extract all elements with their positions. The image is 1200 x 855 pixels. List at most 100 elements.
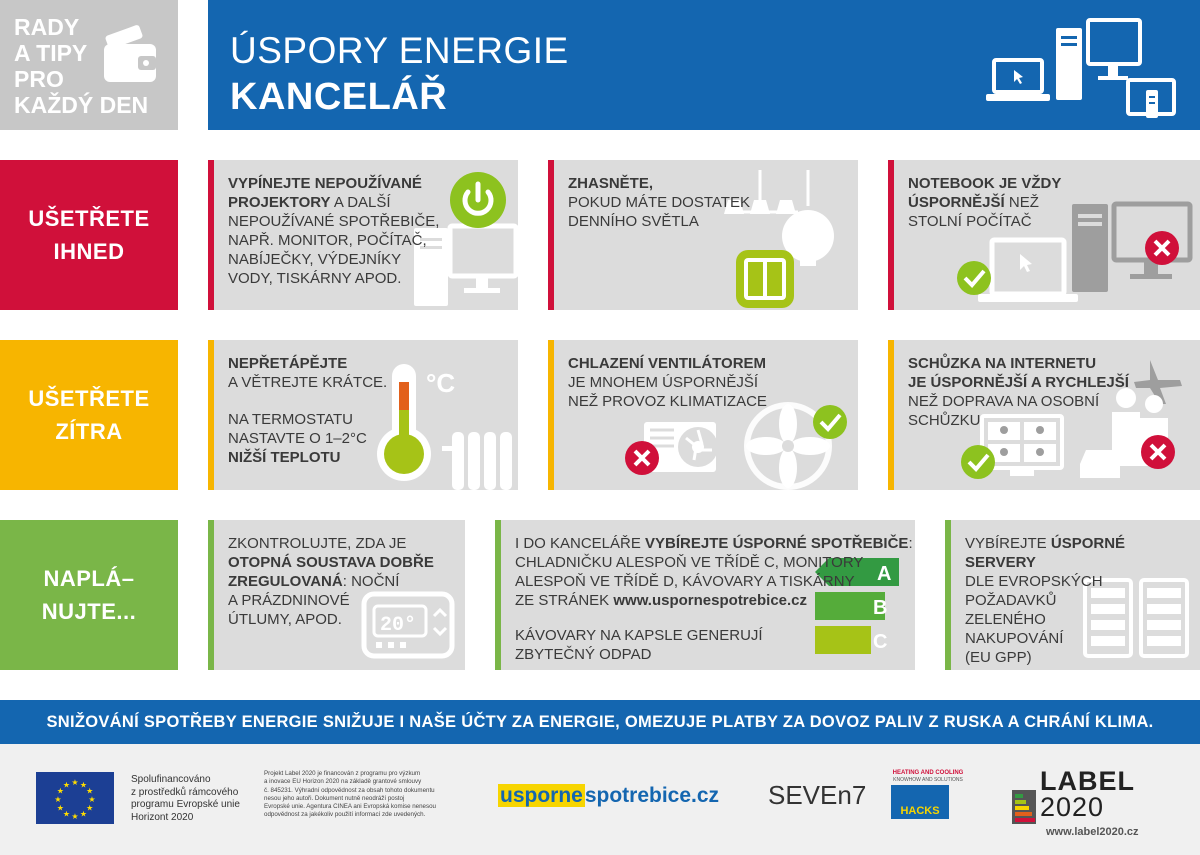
eu-star: ★ [57, 804, 64, 813]
tip-line: KÁVOVARY NA KAPSLE GENERUJÍ [515, 627, 763, 644]
website-link[interactable]: www.uspornespotrebice.cz [613, 592, 808, 609]
disclaimer-line: nesou jeho autoři. Dokument nutně neodrá… [264, 794, 405, 802]
tip-line: VODY, TISKÁRNY APOD. [228, 270, 402, 287]
tip-text: I DO KANCELÁŘE VYBÍREJTE ÚSPORNÉ SPOTŘEB… [515, 534, 913, 664]
tip-bold: ZREGULOVANÁ [228, 573, 343, 590]
tip-line: STOLNÍ POČÍTAČ [908, 213, 1032, 230]
tip-line: ZELENÉHO [965, 611, 1046, 628]
bottom-banner: SNIŽOVÁNÍ SPOTŘEBY ENERGIE SNIŽUJE I NAŠ… [0, 700, 1200, 744]
tip-bold: ZHASNĚTE, [568, 175, 654, 192]
hacks-logo[interactable]: HEATING AND COOLING KNOWHOW AND SOLUTION… [888, 770, 968, 824]
funding-note: Spolufinancováno z prostředků rámcového … [131, 774, 256, 824]
tip-line: A VĚTREJTE KRÁTCE. [228, 374, 388, 391]
project-disclaimer: Projekt Label 2020 je financován z progr… [264, 770, 464, 820]
eu-star: ★ [63, 810, 70, 819]
tip-bold: CHLAZENÍ VENTILÁTOREM [568, 355, 767, 372]
tip-line: VYBÍREJTE [965, 535, 1051, 552]
lamp-switch-bulb-icon [724, 170, 834, 308]
card-accent-bar [208, 160, 214, 310]
tip-line: NEŽ [1004, 194, 1039, 211]
tip-line: NAPŘ. MONITOR, POČÍTAČ, [228, 232, 427, 249]
hacks-tagline: HEATING AND COOLING [892, 770, 964, 776]
disclaimer-line: odpovědnost za jakékoliv použití informa… [264, 811, 426, 819]
eu-star: ★ [63, 780, 70, 789]
eu-star: ★ [54, 795, 61, 804]
tip-line: POKUD MÁTE DOSTATEK [568, 194, 750, 211]
header-tagline: RADY A TIPY PRO KAŽDÝ DEN [14, 14, 164, 118]
tip-card-notebook: NOTEBOOK JE VŽDY ÚSPORNĚJŠÍ NEŽ STOLNÍ P… [888, 160, 1200, 310]
tip-line: SCHŮZKU [908, 412, 981, 429]
funding-line: Horizont 2020 [131, 811, 194, 823]
logo-part: usporne [498, 784, 585, 807]
tip-card-lights: ZHASNĚTE, POKUD MÁTE DOSTATEK DENNÍHO SV… [548, 160, 858, 310]
card-accent-bar [888, 340, 894, 490]
energy-class-c: C [873, 631, 887, 653]
page-title-line1: ÚSPORY ENERGIE [230, 30, 569, 71]
eu-star: ★ [71, 812, 78, 821]
wallet-icon [104, 25, 156, 82]
header-tagline-box: RADY A TIPY PRO KAŽDÝ DEN [0, 0, 178, 130]
card-accent-bar [888, 160, 894, 310]
funding-line: Spolufinancováno [131, 774, 211, 785]
row-label-plan: NAPLÁ– NUJTE... [0, 520, 178, 670]
page-title-line2: KANCELÁŘ [230, 76, 448, 118]
label-year: 2020 [1040, 792, 1105, 822]
tip-line: NAKUPOVÁNÍ [965, 630, 1064, 647]
card-accent-bar [208, 520, 214, 670]
header-title-box: ÚSPORY ENERGIE KANCELÁŘ [208, 0, 1200, 130]
tip-card-heating-system: ZKONTROLUJTE, ZDA JE OTOPNÁ SOUSTAVA DOB… [208, 520, 465, 670]
energy-class-b: B [873, 597, 887, 619]
uspornespotrebice-logo[interactable]: uspornespotrebice.cz [498, 784, 719, 808]
tip-line: POŽADAVKŮ [965, 592, 1057, 609]
card-accent-bar [495, 520, 501, 670]
eu-star: ★ [86, 804, 93, 813]
seven-logo[interactable]: SEVEn7 [768, 780, 867, 810]
tip-line: NEPOUŽÍVANÉ SPOTŘEBIČE, [228, 213, 440, 230]
hacks-subtagline: KNOWHOW AND SOLUTIONS [893, 777, 963, 783]
thermometer-radiator-icon: °C [377, 364, 512, 490]
tip-card-projectors: VYPÍNEJTE NEPOUŽÍVANÉ PROJEKTORY A DALŠÍ… [208, 160, 518, 310]
tip-card-servers: VYBÍREJTE ÚSPORNÉ SERVERY DLE EVROPSKÝCH… [945, 520, 1200, 670]
tip-text: ZKONTROLUJTE, ZDA JE OTOPNÁ SOUSTAVA DOB… [228, 534, 434, 629]
tip-text: CHLAZENÍ VENTILÁTOREM JE MNOHEM ÚSPORNĚJ… [568, 354, 767, 411]
tip-line: ZE STRÁNEK [515, 592, 614, 609]
thermostat-display: 20° [380, 614, 416, 637]
row-label-line: NAPLÁ– [43, 566, 135, 591]
funding-line: programu Evropské unie [131, 799, 240, 810]
label2020-logo[interactable]: LABEL 2020 [1012, 766, 1162, 826]
energy-label-mini-icon [1012, 790, 1036, 824]
hacks-name: HACKS [891, 785, 949, 819]
energy-label-arrows: A B C [815, 558, 899, 654]
thermostat-icon: 20° [361, 591, 455, 659]
tip-line: : [908, 535, 913, 552]
disclaimer-line: Evropské unie. Agentura CINEA ani Evrops… [264, 803, 436, 811]
row-label-line: ZÍTRA [55, 419, 123, 444]
tagline-line: PRO [14, 66, 64, 92]
tip-line: DENNÍHO SVĚTLA [568, 213, 699, 230]
eu-star: ★ [80, 810, 87, 819]
tagline-line: A TIPY [14, 40, 88, 66]
tagline-line: KAŽDÝ DEN [14, 92, 149, 118]
tip-line: ZKONTROLUJTE, ZDA JE [228, 535, 407, 552]
card-accent-bar [208, 340, 214, 490]
server-rack-icon [1083, 578, 1189, 658]
row-label-line: UŠETŘETE [28, 386, 150, 411]
devices-icon [986, 18, 1176, 118]
row-label-tomorrow: UŠETŘETE ZÍTRA [0, 340, 178, 490]
label2020-website[interactable]: www.label2020.cz [1046, 826, 1139, 838]
card-accent-bar [945, 520, 951, 670]
tip-bold: NEPŘETÁPĚJTE [228, 355, 348, 372]
tip-line: ZBYTEČNÝ ODPAD [515, 646, 652, 663]
tip-bold: VYPÍNEJTE NEPOUŽÍVANÉ [228, 175, 422, 192]
tip-card-online-meeting: SCHŮZKA NA INTERNETU JE ÚSPORNĚJŠÍ A RYC… [888, 340, 1200, 490]
tip-bold: PROJEKTORY [228, 194, 331, 211]
tip-text: ZHASNĚTE, POKUD MÁTE DOSTATEK DENNÍHO SV… [568, 174, 750, 231]
label-word: LABEL [1040, 766, 1135, 796]
tip-bold: NIŽŠÍ TEPLOTU [228, 449, 341, 466]
computer-power-icon [414, 172, 518, 306]
row-label-line: IHNED [53, 239, 125, 264]
tip-line: NASTAVTE O 1–2°C [228, 430, 367, 447]
disclaimer-line: č. 845231. Výhradní odpovědnost za obsah… [264, 786, 435, 794]
tip-bold: SCHŮZKA NA INTERNETU [908, 355, 1097, 372]
eu-flag-icon: ★ ★ ★ ★ ★ ★ ★ ★ ★ ★ ★ ★ [36, 772, 114, 824]
